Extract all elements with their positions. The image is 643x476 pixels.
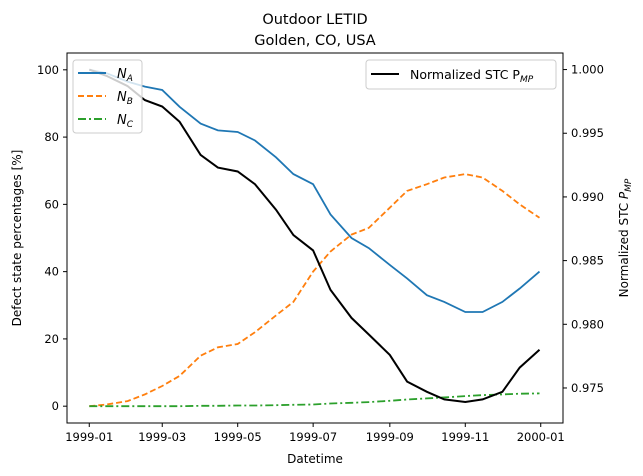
y-tick-label: 40	[44, 265, 59, 279]
x-tick-label: 1999-07	[289, 430, 337, 444]
y-axis-label: Defect state percentages [%]	[10, 150, 24, 327]
legend-label-na: NA	[117, 67, 133, 84]
y-tick-label: 60	[44, 197, 59, 211]
x-tick-label: 1999-09	[366, 430, 414, 444]
x-tick-label: 1999-03	[138, 430, 186, 444]
plot-area	[88, 68, 541, 408]
plot-frame	[66, 52, 564, 424]
x-tick-label: 1999-11	[441, 430, 489, 444]
legend-label-nc: NC	[117, 113, 134, 130]
chart-subtitle: Golden, CO, USA	[254, 33, 376, 49]
legend-label-pmp: Normalized STC PMP	[410, 67, 534, 85]
y2-tick-label: 0.985	[571, 254, 604, 268]
y2-tick-label: 1.000	[571, 63, 604, 77]
series-line-2	[89, 392, 540, 408]
x-tick-label: 2000-01	[517, 430, 565, 444]
x-axis-label: Datetime	[287, 452, 343, 466]
legend-label-nb: NB	[117, 90, 133, 107]
y2-tick-label: 0.975	[571, 381, 604, 395]
series-line-0	[89, 68, 541, 313]
chart-title: Outdoor LETID	[262, 12, 367, 28]
ticks: 1999-01 1999-03 1999-05 1999-07 1999-09 1999-…	[37, 63, 604, 444]
y-tick-label: 100	[37, 63, 59, 77]
y-tick-label: 0	[52, 399, 59, 413]
series-line-1	[89, 173, 541, 408]
legend-left: NA NB NC	[72, 59, 143, 134]
series-line-3	[88, 68, 541, 404]
y2-tick-label: 0.980	[571, 317, 604, 331]
legend-right: Normalized STC PMP	[365, 59, 557, 90]
y-tick-label: 80	[44, 130, 59, 144]
y2-tick-label: 0.995	[571, 126, 604, 140]
x-tick-label: 1999-01	[65, 430, 113, 444]
x-tick-label: 1999-05	[214, 430, 262, 444]
y2-axis-label: Normalized STC PMP	[617, 178, 634, 297]
y-tick-label: 20	[44, 332, 59, 346]
y2-tick-label: 0.990	[571, 190, 604, 204]
